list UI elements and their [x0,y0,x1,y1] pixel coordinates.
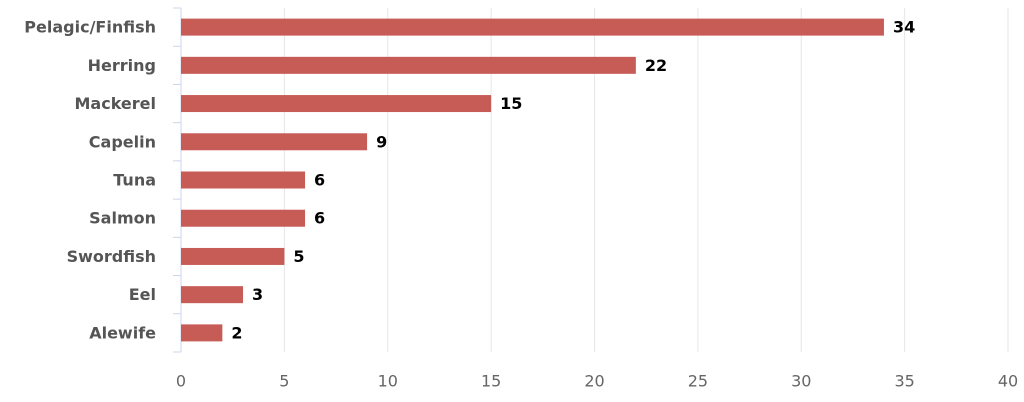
x-tick-label: 15 [481,372,501,391]
bar [181,56,636,74]
y-tick-label: Pelagic/Finfish [24,18,156,37]
bar [181,209,306,227]
data-label: 5 [293,247,304,266]
data-label: 34 [893,18,915,37]
data-label: 3 [252,285,263,304]
bar [181,247,285,265]
y-tick-label: Eel [129,285,156,304]
y-tick-label: Salmon [89,209,156,228]
bar [181,324,223,342]
data-label: 2 [231,323,242,342]
data-label: 6 [314,209,325,228]
data-label: 22 [645,56,667,75]
y-tick-label: Tuna [113,171,156,190]
bar [181,95,492,113]
bar [181,18,884,36]
x-tick-label: 30 [791,372,811,391]
x-tick-label: 40 [998,372,1018,391]
y-tick-label: Mackerel [75,94,157,113]
data-label: 9 [376,132,387,151]
data-label: 6 [314,171,325,190]
y-tick-label: Herring [88,56,156,75]
bar [181,171,306,189]
y-tick-label: Capelin [89,132,156,151]
x-tick-label: 35 [894,372,914,391]
x-tick-label: 20 [584,372,604,391]
bar [181,286,244,304]
y-tick-label: Alewife [89,323,156,342]
x-tick-label: 5 [279,372,289,391]
x-tick-label: 0 [176,372,186,391]
data-label: 15 [500,94,522,113]
y-tick-label: Swordfish [67,247,156,266]
x-tick-label: 25 [688,372,708,391]
x-tick-label: 10 [378,372,398,391]
bar [181,133,368,151]
